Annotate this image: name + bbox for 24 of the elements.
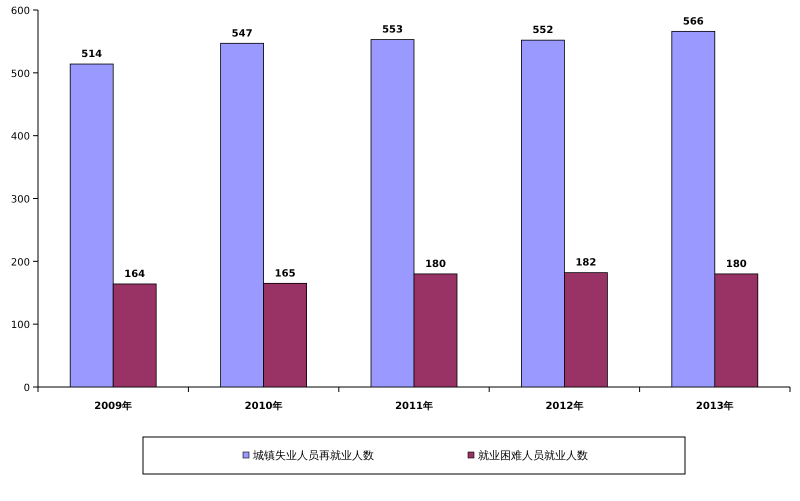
data-label: 180	[425, 258, 446, 270]
y-tick-label: 400	[10, 132, 30, 143]
data-label: 180	[726, 258, 747, 270]
data-label: 566	[682, 16, 704, 28]
data-label: 514	[81, 49, 102, 60]
y-tick-label: 500	[10, 68, 30, 80]
data-label: 165	[274, 268, 296, 280]
y-tick-label: 300	[10, 194, 30, 206]
x-tick-label: 2010年	[244, 400, 283, 412]
y-tick-label: 200	[10, 257, 30, 268]
data-label: 547	[232, 28, 253, 40]
x-tick-label: 2009年	[94, 400, 132, 412]
data-label: 553	[382, 24, 403, 36]
x-tick-label: 2012年	[545, 400, 584, 412]
y-tick-label: 600	[10, 6, 30, 17]
legend-label: 城镇失业人员再就业人数	[252, 449, 374, 462]
data-label: 182	[575, 258, 596, 269]
data-label: 164	[124, 268, 146, 280]
x-tick-label: 2011年	[395, 400, 433, 412]
y-tick-label: 100	[10, 320, 30, 332]
legend-label: 就业困难人员就业人数	[478, 449, 588, 462]
y-tick-label: 0	[24, 383, 30, 394]
data-label: 552	[532, 25, 554, 36]
x-tick-label: 2013年	[696, 400, 734, 412]
